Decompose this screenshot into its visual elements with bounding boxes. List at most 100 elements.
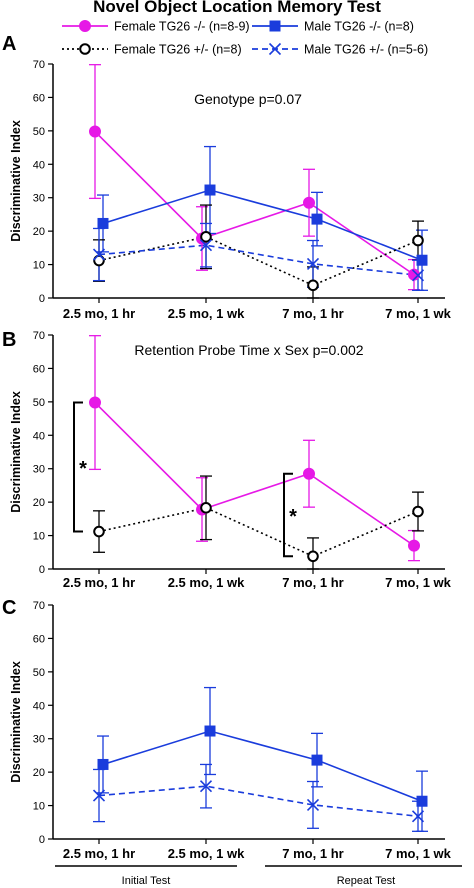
significance-star: * — [79, 458, 87, 480]
data-point-male_het-stroke-2 — [411, 810, 425, 823]
y-tick-label: 20 — [33, 767, 45, 779]
bracket-line — [283, 472, 293, 558]
significance-bracket: * — [283, 472, 297, 558]
legend-item-male_ko: Male TG26 -/- (n=8) — [252, 20, 414, 34]
data-point-female_het — [200, 502, 212, 514]
bracket-line — [73, 401, 83, 533]
data-point-male_het — [92, 789, 106, 802]
y-tick-label: 40 — [33, 430, 45, 442]
data-point-female_ko — [303, 196, 315, 209]
data-point-male_ko — [416, 254, 428, 266]
legend-label-female_het: Female TG26 +/- (n=8) — [114, 43, 242, 57]
y-tick-label: 20 — [33, 226, 45, 238]
x-tick-label: 7 mo, 1 wk — [385, 306, 452, 321]
legend-item-female_ko: Female TG26 -/- (n=8-9) — [62, 20, 250, 34]
data-point-male_het — [411, 269, 425, 282]
panel-B: B 0 10 20 30 40 50 60 70 Discriminative Index 2.5 … — [2, 329, 452, 590]
x-tick-label: 7 mo, 1 hr — [282, 846, 343, 861]
data-point-male_ko — [204, 184, 216, 196]
data-point-male_het-stroke-2 — [199, 239, 213, 252]
y-tick-label: 20 — [33, 497, 45, 509]
y-tick-label: 70 — [33, 59, 45, 71]
data-point-male_ko — [416, 795, 428, 807]
data-point-female_het — [200, 231, 212, 243]
data-point-male_het-stroke-2 — [306, 798, 320, 811]
legend-label-male_het: Male TG26 +/- (n=5-6) — [304, 43, 428, 57]
series-line-male_het — [98, 244, 419, 277]
y-axis-label: Discriminative Index — [9, 661, 23, 783]
y-tick-label: 50 — [33, 126, 45, 138]
y-tick-label: 50 — [33, 397, 45, 409]
data-point-female_ko — [89, 396, 101, 409]
data-point-female_ko — [303, 467, 315, 480]
significance-star: * — [289, 506, 297, 528]
series-line-male_ko — [102, 730, 423, 802]
legend: Female TG26 -/- (n=8-9) Male TG26 -/- (n=… — [62, 20, 428, 57]
data-point-male_het — [411, 810, 425, 823]
x-tick-label: 2.5 mo, 1 wk — [168, 575, 245, 590]
x-tick-label: 2.5 mo, 1 hr — [63, 575, 135, 590]
y-tick-label: 30 — [33, 734, 45, 746]
y-tick-label: 40 — [33, 159, 45, 171]
panel-letter-C: C — [2, 597, 16, 619]
data-point-male_ko — [97, 217, 109, 229]
x-tick-label: 7 mo, 1 wk — [385, 575, 452, 590]
panel-letter-A: A — [2, 33, 16, 55]
data-point-female_het — [93, 525, 105, 538]
x-tick-label: 7 mo, 1 hr — [282, 575, 343, 590]
y-axis-label: Discriminative Index — [9, 391, 23, 513]
data-point-male_het — [199, 780, 213, 793]
y-tick-label: 60 — [33, 92, 45, 104]
figure-title: Novel Object Location Memory Test — [93, 0, 381, 16]
data-point-male_het — [306, 798, 320, 811]
y-tick-label: 30 — [33, 193, 45, 205]
data-point-male_het-stroke-2 — [411, 269, 425, 282]
data-point-male_ko — [97, 758, 109, 770]
group-label-repeat: Repeat Test — [337, 875, 396, 887]
data-point-male_het-stroke-2 — [92, 789, 106, 802]
x-tick-label: 2.5 mo, 1 hr — [63, 846, 135, 861]
data-point-female_ko — [89, 125, 101, 138]
data-point-male_het — [306, 257, 320, 270]
legend-item-female_het: Female TG26 +/- (n=8) — [62, 43, 242, 57]
data-point-male_ko — [311, 754, 323, 766]
stat-annotation: Retention Probe Time x Sex p=0.002 — [134, 342, 363, 358]
data-point-male_het — [199, 239, 213, 252]
data-point-male_het-stroke-2 — [92, 248, 106, 261]
legend-label-female_ko: Female TG26 -/- (n=8-9) — [114, 20, 250, 34]
y-axis-label: Discriminative Index — [9, 120, 23, 242]
stat-annotation: Genotype p=0.07 — [194, 91, 302, 107]
y-tick-label: 50 — [33, 667, 45, 679]
data-point-female_het — [307, 279, 319, 292]
x-tick-label: 7 mo, 1 wk — [385, 846, 452, 861]
y-tick-label: 0 — [39, 564, 45, 576]
data-point-male_ko — [311, 213, 323, 225]
y-tick-label: 60 — [33, 633, 45, 645]
y-tick-label: 10 — [33, 801, 45, 813]
y-tick-label: 70 — [33, 600, 45, 612]
series-line-male_het — [98, 785, 419, 818]
series-line-female_ko — [94, 401, 415, 547]
series-line-male_ko — [102, 189, 423, 261]
y-tick-label: 60 — [33, 363, 45, 375]
series-line-female_ko — [94, 130, 415, 276]
data-point-female_het — [307, 550, 319, 563]
legend-marker-male_ko — [269, 20, 281, 32]
group-bracket-initial: Initial Test — [55, 865, 237, 887]
data-point-male_het — [92, 248, 106, 261]
data-point-female_het — [93, 254, 105, 267]
panel-C: C 0 10 20 30 40 50 60 70 Discriminative Index 2.5 … — [2, 597, 452, 861]
significance-bracket: * — [73, 401, 87, 533]
legend-label-male_ko: Male TG26 -/- (n=8) — [304, 20, 414, 34]
y-tick-label: 0 — [39, 834, 45, 846]
group-bracket-repeat: Repeat Test — [265, 865, 462, 887]
group-label-initial: Initial Test — [122, 875, 171, 887]
x-tick-label: 2.5 mo, 1 wk — [168, 846, 245, 861]
legend-item-male_het: Male TG26 +/- (n=5-6) — [252, 43, 428, 57]
data-point-male_ko — [204, 725, 216, 737]
x-tick-label: 2.5 mo, 1 wk — [168, 306, 245, 321]
y-tick-label: 10 — [33, 260, 45, 272]
y-tick-label: 10 — [33, 531, 45, 543]
data-point-male_het-stroke-2 — [306, 257, 320, 270]
